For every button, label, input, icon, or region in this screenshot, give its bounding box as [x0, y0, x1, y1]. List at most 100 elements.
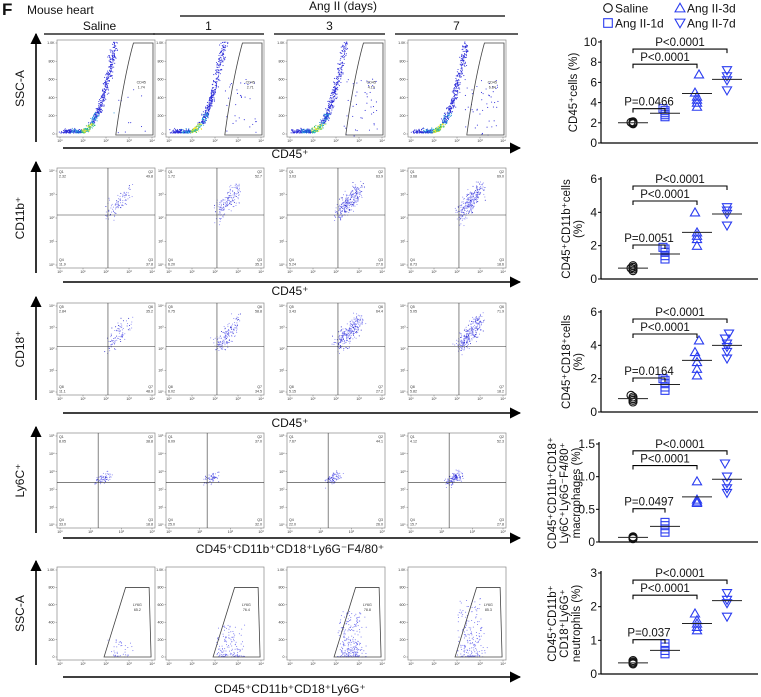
- quadrant-name: Q5: [59, 305, 64, 309]
- x-tick-label: 10³: [500, 530, 506, 534]
- group-ang-ii-3d: [682, 607, 712, 635]
- y-tick-label: 800: [49, 586, 55, 590]
- y-tick-label: 10⁰: [49, 523, 55, 527]
- x-tick-label: 10⁰: [166, 662, 172, 666]
- y-tick-label: 1.0K: [398, 568, 406, 572]
- x-tick-label: 10¹: [439, 530, 445, 534]
- y-tick-label: 10¹: [158, 505, 164, 509]
- quadrant-name: Q1: [59, 170, 64, 174]
- quadrant-value: 35.2: [146, 310, 153, 314]
- y-tick-label: 200: [158, 114, 164, 118]
- x-tick-label: 10³: [235, 662, 241, 666]
- y-axis-label: (%): [573, 220, 585, 238]
- legend-label: Saline: [615, 2, 649, 16]
- y-tick-label: 10⁰: [158, 263, 164, 267]
- column-header-day-3: 3: [326, 19, 333, 33]
- quadrant-value: 5.15: [289, 390, 296, 394]
- plot-frame: [407, 566, 507, 661]
- quadrant-value: 1.72: [168, 175, 175, 179]
- y-tick-label: 10²: [49, 347, 55, 351]
- x-tick-label: 10⁴: [500, 139, 506, 143]
- y-tick-label: 10⁵: [400, 434, 406, 438]
- quadrant-value: 32.0: [255, 523, 262, 527]
- quadrant-value: 6.02: [168, 390, 175, 394]
- y-tick-label: 10⁰: [400, 523, 406, 527]
- quadrant-name: Q5: [410, 305, 415, 309]
- y-tick-label: 10³: [49, 193, 55, 197]
- y-tick-label: 1.0K: [277, 568, 285, 572]
- flow-y-label: CD11b⁺: [13, 197, 27, 240]
- quadrant-name: Q2: [499, 170, 504, 174]
- legend-triangle-down-marker-icon: [674, 18, 686, 29]
- y-tick-label: 400: [279, 620, 285, 624]
- data-point: [626, 117, 636, 127]
- x-tick-label: 10²: [454, 270, 460, 274]
- y-tick-label: 10⁴: [49, 304, 55, 308]
- significance-bracket: [632, 244, 666, 249]
- y-axis-label: CD45⁺CD11b⁺cells: [561, 179, 573, 279]
- y-tick-label: 400: [158, 96, 164, 100]
- dot-plot-5: 0 1 2 3 CD45⁺CD11b⁺ CD18⁺Ly6G⁺ neutrophils (%)…: [547, 566, 758, 681]
- x-tick-label: 10¹: [318, 530, 324, 534]
- quadrant-name: Q4: [289, 518, 294, 522]
- quadrant-value: 3.43: [289, 310, 296, 314]
- flow-x-label: CD45⁺CD11b⁺CD18⁺Ly6G⁻F4/80⁺: [196, 542, 384, 556]
- data-point: [691, 356, 703, 367]
- flow-y-label: Ly6C⁺: [13, 464, 27, 498]
- y-tick-label: 200: [49, 638, 55, 642]
- x-tick-label: 10³: [356, 270, 362, 274]
- gate-name: LY6G: [484, 603, 493, 607]
- quadrant-name: Q7: [499, 385, 504, 389]
- quadrant-name: Q6: [499, 305, 504, 309]
- data-point: [691, 240, 703, 250]
- gate-name: CD45: [367, 81, 376, 85]
- plot-frame: [56, 566, 156, 661]
- significance-bracket: [632, 594, 698, 600]
- quadrant-value: 5.24: [289, 263, 296, 267]
- event-dots: [169, 41, 257, 134]
- x-tick-label: 10⁴: [500, 397, 506, 401]
- y-tick-label: 400: [158, 620, 164, 624]
- quadrant-name: Q2: [378, 170, 383, 174]
- y-tick-label: 2: [590, 239, 597, 253]
- y-tick-label: 3: [590, 566, 597, 580]
- y-tick-label: 10²: [400, 216, 406, 220]
- gate-value: 6.84: [489, 86, 496, 90]
- y-tick-label: 10¹: [158, 240, 164, 244]
- x-tick-label: 10⁰: [408, 139, 414, 143]
- gate-value: 78.8: [364, 608, 371, 612]
- y-tick-label: 400: [400, 620, 406, 624]
- event-dots: [58, 41, 146, 134]
- flow-plot: 10⁰ 10¹ 10² 10³ 10⁴ 10⁰ 10¹ 10² 10³ 10⁴ Q12.32 Q249…: [49, 167, 156, 274]
- group-ang-ii-1d: [650, 104, 680, 122]
- y-tick-label: 10⁰: [158, 390, 164, 394]
- event-dots: [216, 624, 246, 658]
- y-tick-label: 10⁴: [400, 169, 406, 173]
- x-tick-label: 10³: [356, 662, 362, 666]
- x-tick-label: 10⁴: [258, 662, 264, 666]
- y-tick-label: 0.5: [578, 502, 595, 516]
- x-tick-label: 10³: [235, 270, 241, 274]
- x-tick-label: 10¹: [431, 662, 437, 666]
- y-tick-label: 10³: [279, 193, 285, 197]
- flow-row-4: Ly6C⁺ CD45⁺CD11b⁺CD18⁺Ly6G⁻F4/80⁺ 10⁰ 10¹ 10…: [13, 425, 522, 556]
- data-point: [721, 484, 733, 494]
- legend-triangle-up-marker-icon: [674, 2, 686, 13]
- x-tick-label: 10⁴: [149, 397, 155, 401]
- x-tick-label: 10²: [333, 270, 339, 274]
- y-tick-label: 10⁴: [400, 304, 406, 308]
- quadrant-name: Q2: [499, 435, 504, 439]
- y-tick-label: 600: [279, 603, 285, 607]
- y-tick-label: 10³: [400, 193, 406, 197]
- y-axis-label: CD45⁺CD11b⁺: [547, 585, 559, 662]
- y-tick-label: 0: [404, 132, 406, 136]
- quadrant-name: Q4: [59, 518, 64, 522]
- x-tick-label: 10⁴: [379, 397, 385, 401]
- data-point: [693, 334, 705, 345]
- significance-bracket: [632, 450, 728, 455]
- quadrant-value: 52.3: [497, 440, 504, 444]
- y-tick-label: 10³: [279, 326, 285, 330]
